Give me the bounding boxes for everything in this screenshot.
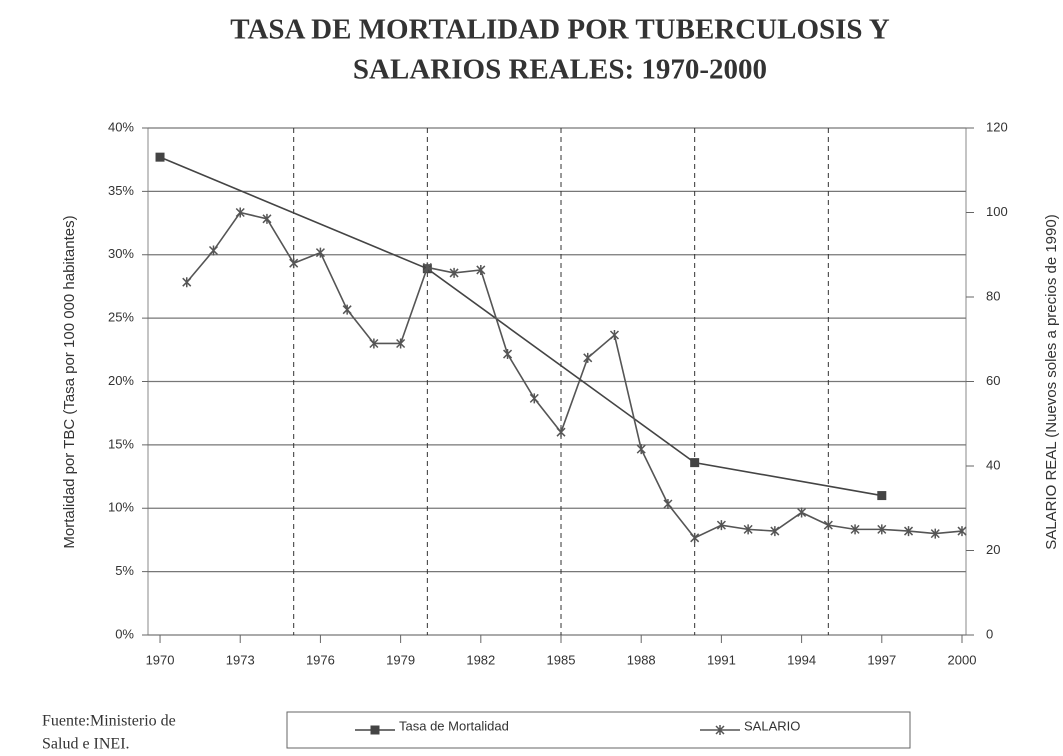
x-tick-label: 1982 [466, 652, 495, 667]
y2-axis-label: SALARIO REAL (Nuevos soles a precios de … [1043, 214, 1060, 549]
y2-tick-label: 120 [986, 119, 1008, 134]
y2-tick-label: 20 [986, 542, 1000, 557]
marker [877, 491, 887, 501]
x-tick-label: 1994 [787, 652, 816, 667]
marker [342, 304, 352, 315]
series-line [186, 211, 963, 539]
y-tick-label: 10% [108, 500, 134, 515]
marker [476, 264, 486, 275]
marker [930, 528, 940, 539]
chart-title: SALARIOS REALES: 1970-2000 [353, 54, 767, 86]
legend-label: Tasa de Mortalidad [399, 718, 509, 733]
marker [850, 524, 860, 535]
marker [957, 526, 967, 537]
marker [690, 458, 700, 468]
marker [583, 352, 593, 363]
x-tick-label: 1985 [547, 652, 576, 667]
source-note: Fuente:Ministerio de [42, 713, 176, 730]
marker [315, 247, 325, 258]
marker [182, 277, 192, 288]
marker [636, 444, 646, 455]
marker [262, 213, 272, 224]
legend: Tasa de Mortalidad SALARIO [355, 718, 800, 735]
marker [556, 427, 566, 438]
y-tick-label: 25% [108, 310, 134, 325]
marker [235, 207, 245, 218]
marker [716, 520, 726, 531]
marker [289, 258, 299, 269]
y-tick-label: 40% [108, 119, 134, 134]
marker [690, 532, 700, 543]
marker [903, 526, 914, 537]
y2-tick-label: 60 [986, 373, 1000, 388]
x-tick-label: 1997 [867, 652, 896, 667]
marker [663, 499, 673, 510]
marker [529, 393, 539, 404]
y-tick-label: 0% [115, 626, 134, 641]
marker [877, 524, 887, 535]
y2-tick-label: 80 [986, 288, 1000, 303]
chart-title: TASA DE MORTALIDAD POR TUBERCULOSIS Y [230, 14, 889, 46]
marker [370, 725, 380, 735]
x-tick-label: 1979 [386, 652, 415, 667]
x-tick-label: 1988 [627, 652, 656, 667]
y-tick-label: 5% [115, 563, 134, 578]
marker [823, 520, 833, 531]
y-tick-label: 30% [108, 246, 134, 261]
x-tick-label: 1976 [306, 652, 335, 667]
marker [208, 245, 219, 256]
marker [770, 526, 780, 537]
y2-tick-label: 100 [986, 204, 1008, 219]
marker [797, 507, 807, 518]
marker [503, 349, 513, 360]
y2-tick-label: 0 [986, 626, 993, 641]
x-tick-label: 1973 [226, 652, 255, 667]
x-tick-label: 2000 [948, 652, 977, 667]
marker [715, 725, 725, 735]
y-tick-label: 15% [108, 436, 134, 451]
marker [369, 338, 379, 349]
y-tick-label: 35% [108, 183, 134, 198]
y-axis-label: Mortalidad por TBC (Tasa por 100 000 hab… [61, 215, 78, 548]
source-note: Salud e INEI. [42, 736, 130, 753]
y-tick-label: 20% [108, 373, 134, 388]
marker [609, 330, 620, 341]
y2-tick-label: 40 [986, 457, 1000, 472]
marker [743, 524, 753, 535]
marker [449, 267, 459, 278]
marker [422, 262, 432, 273]
x-tick-label: 1970 [146, 652, 175, 667]
legend-label: SALARIO [744, 718, 800, 733]
marker [155, 152, 165, 162]
legend-box [286, 711, 911, 749]
series-line [159, 156, 882, 497]
marker [396, 338, 406, 349]
x-tick-label: 1991 [707, 652, 736, 667]
